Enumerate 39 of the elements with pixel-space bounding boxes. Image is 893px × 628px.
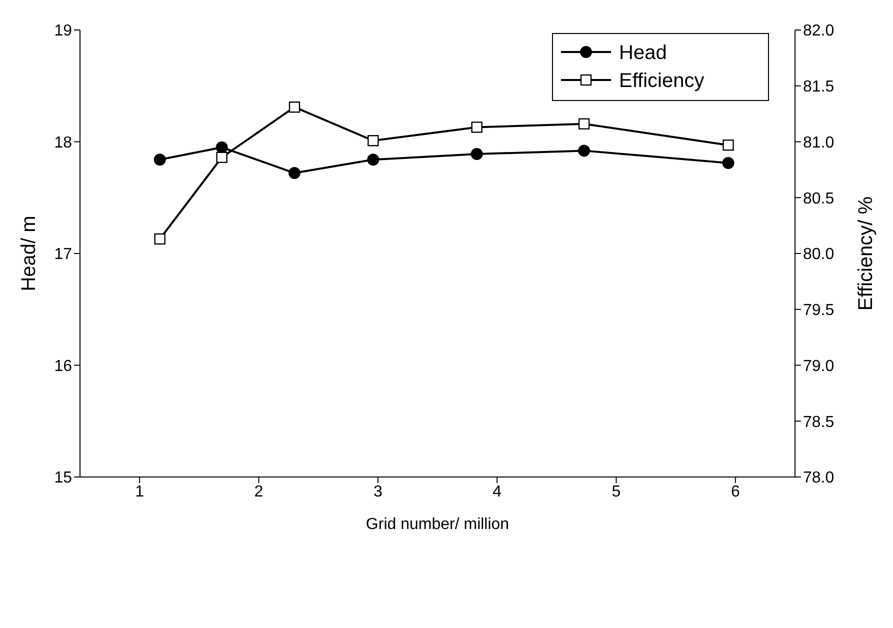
- y2-tick-label: 81.5: [803, 78, 834, 96]
- x-axis-title: Grid number/ million: [366, 516, 510, 533]
- legend-label: Head: [619, 42, 667, 64]
- point: [471, 122, 482, 133]
- legend-label: Efficiency: [619, 70, 704, 92]
- point: [367, 154, 380, 166]
- y-tick-label: 16: [54, 358, 72, 375]
- y2-tick-label: 80.5: [803, 190, 834, 208]
- x-tick-label: 1: [135, 483, 144, 500]
- x-tick-label: 6: [730, 483, 740, 500]
- y2-tick-label: 81.0: [803, 134, 834, 152]
- y2-tick-label: 80.0: [803, 246, 834, 264]
- point: [368, 135, 379, 146]
- point: [722, 140, 734, 151]
- y-axis-title: Head/ m: [18, 216, 40, 292]
- point: [288, 167, 300, 180]
- y-tick-label: 17: [54, 246, 72, 264]
- point: [216, 141, 228, 154]
- y2-tick-label: 82.0: [803, 22, 834, 40]
- point: [722, 156, 734, 169]
- point: [470, 148, 483, 160]
- x-tick-label: 5: [612, 483, 621, 500]
- point: [578, 118, 590, 130]
- point: [216, 152, 228, 163]
- point: [578, 144, 590, 157]
- y2-tick-label: 78.0: [803, 470, 834, 487]
- point: [154, 233, 166, 245]
- y2-tick-label: 79.5: [803, 302, 834, 320]
- y-tick-label: 19: [54, 22, 72, 40]
- point: [154, 154, 166, 166]
- x-tick-label: 3: [373, 483, 382, 500]
- y-tick-label: 18: [54, 134, 72, 152]
- x-tick-label: 4: [492, 483, 502, 500]
- y2-tick-label: 79.0: [803, 358, 834, 375]
- y-tick-label: 15: [54, 470, 72, 487]
- y2-axis-title: Efficiency/ %: [855, 196, 878, 311]
- y2-tick-label: 78.5: [803, 414, 834, 431]
- point: [288, 102, 300, 113]
- x-tick-label: 2: [254, 483, 264, 500]
